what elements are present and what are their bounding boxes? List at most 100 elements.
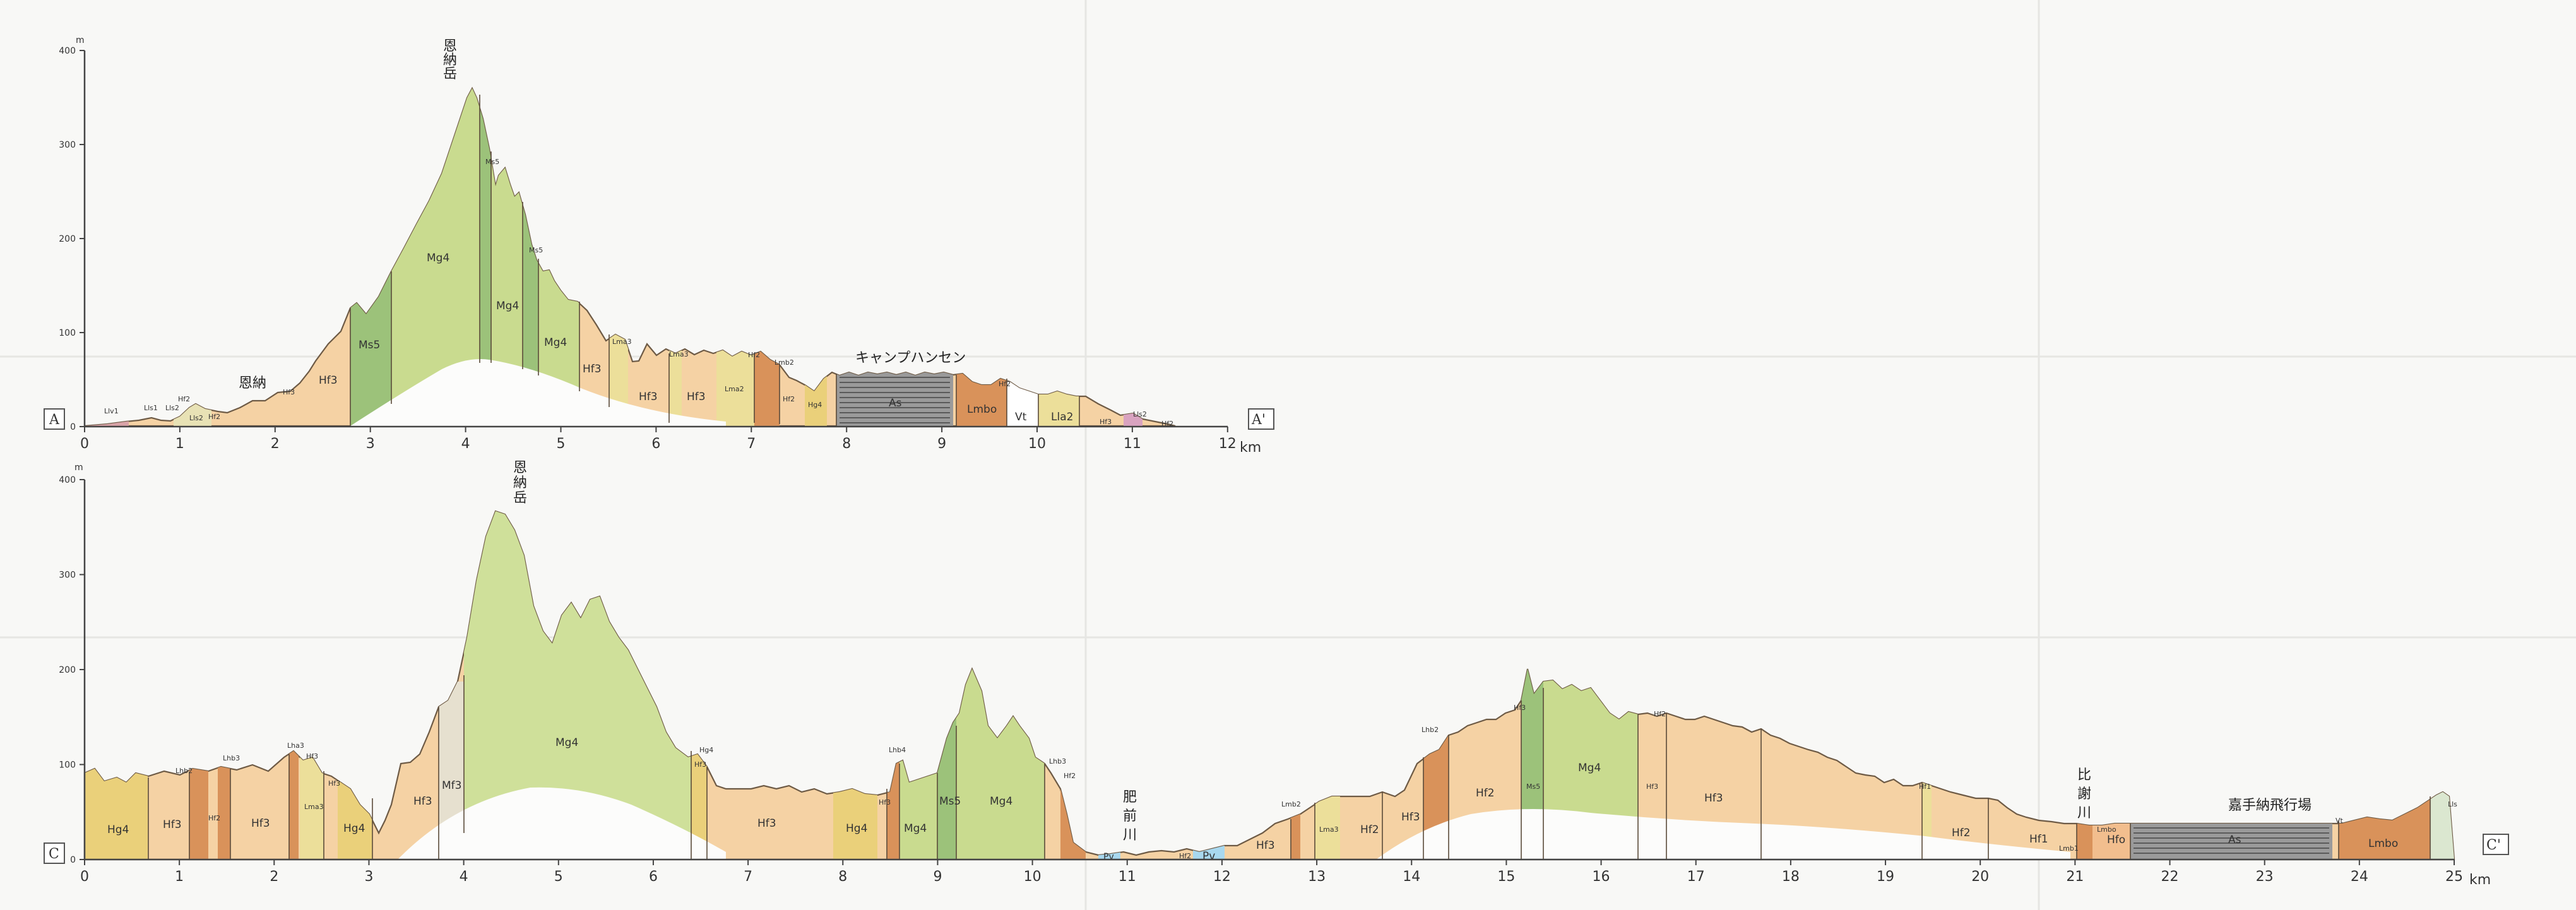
basement-dome: [1376, 808, 2070, 860]
unit-label: Mg4: [904, 822, 927, 835]
x-tick-label: 13: [1308, 869, 1326, 885]
y-tick-label: 200: [59, 234, 76, 244]
section-end-label: A': [1251, 412, 1266, 428]
unit-fill-hf2: [218, 726, 230, 860]
y-tick-label: 300: [59, 570, 76, 581]
y-tick-label: 200: [59, 665, 76, 675]
unit-label: Lma3: [304, 803, 324, 811]
section-end-marker: [2483, 834, 2509, 855]
unit-label: Hf3: [639, 391, 658, 403]
unit-label: Vt: [2336, 817, 2344, 825]
x-tick-label: 7: [744, 869, 752, 885]
unit-label: Hf2: [208, 814, 220, 822]
x-tick-label: 10: [1024, 869, 1042, 885]
svg-text:納: 納: [443, 52, 457, 68]
as-hatch: [840, 377, 950, 423]
x-tick-label: 22: [2161, 869, 2179, 885]
svg-text:岳: 岳: [513, 490, 527, 506]
unit-fill-lha: [289, 726, 299, 860]
section-end-marker: [1248, 408, 1274, 430]
x-tick-label: 9: [933, 869, 942, 885]
unit-label: Hf3: [879, 798, 891, 807]
x-tick-label: 4: [460, 869, 468, 885]
x-tick-label: 18: [1782, 869, 1800, 885]
unit-label: Hf3: [1100, 418, 1112, 426]
unit-label: Lha3: [287, 742, 304, 750]
section-start-label: C: [49, 846, 59, 862]
unit-label: Hf3: [306, 752, 318, 760]
section-start-marker: [44, 408, 65, 430]
y-tick-label: 0: [70, 422, 76, 432]
unit-label: Lmb1: [2059, 844, 2079, 853]
unit-label: Hf2: [1064, 772, 1076, 780]
section-start-label: A: [49, 412, 60, 428]
y-tick-label: 100: [59, 328, 76, 338]
unit-label: Llv1: [104, 407, 119, 415]
unit-label: Lmbo: [2368, 837, 2398, 850]
unit-fill-ms5: [937, 663, 956, 860]
x-tick-label: 5: [554, 869, 563, 885]
unit-fill-hg4: [833, 726, 877, 860]
unit-label: Lma3: [1319, 825, 1339, 834]
unit-label: Hf2: [178, 395, 190, 403]
unit-fill-ms5: [480, 88, 491, 426]
km-unit-label: km: [1240, 440, 1261, 456]
x-tick-label: 20: [1971, 869, 1989, 885]
unit-label: Hf2: [783, 395, 795, 403]
place-label-onnadake: 恩 納 岳: [443, 38, 457, 82]
unit-boundaries: [350, 95, 1080, 426]
y-tick-label: 100: [59, 760, 76, 771]
unit-label: Lla2: [1051, 411, 1073, 423]
section-c-profile: [83, 510, 2455, 861]
unit-label: Hf1: [1919, 783, 1931, 791]
x-tick-label: 0: [80, 436, 89, 452]
unit-label: Hf3: [1401, 811, 1420, 824]
unit-label: Pv: [1103, 852, 1114, 862]
place-label-camp-hansen: キャンプハンセン: [855, 350, 966, 366]
x-tick-label: 24: [2351, 869, 2368, 885]
x-tick-label: 6: [649, 869, 658, 885]
unit-fill-lma: [669, 316, 682, 426]
unit-label: Hf2: [1476, 787, 1495, 800]
svg-text:恩: 恩: [513, 460, 527, 476]
x-tick-label: 15: [1497, 869, 1515, 885]
unit-label: Hf2: [1654, 710, 1666, 718]
y-tick-label: 400: [59, 475, 76, 485]
x-tick-label: 21: [2066, 869, 2084, 885]
unit-label: Lmbo: [2097, 825, 2116, 834]
svg-text:岳: 岳: [443, 66, 457, 82]
unit-label: Ms5: [939, 795, 961, 808]
unit-label: Lma2: [725, 385, 744, 393]
unit-label: Mg4: [555, 736, 578, 749]
place-label-onna: 恩納: [239, 375, 266, 391]
unit-label: Hf3: [687, 391, 706, 403]
unit-label: Hf3: [1514, 704, 1526, 712]
y-unit-label: m: [74, 463, 83, 473]
unit-label: Lmb2: [1281, 800, 1301, 808]
unit-label: Hg4: [699, 746, 713, 754]
unit-label: Hf2: [1179, 852, 1191, 860]
x-tick-label: 8: [842, 436, 851, 452]
unit-fill-hf2: [1060, 726, 1086, 860]
unit-label: Hf3: [583, 363, 602, 375]
unit-label: Mg4: [544, 336, 567, 349]
unit-label: Lma3: [612, 338, 632, 346]
x-tick-label: 17: [1687, 869, 1705, 885]
x-tick-label: 11: [1124, 436, 1141, 452]
x-tick-label: 7: [747, 436, 756, 452]
x-tick-label: 3: [364, 869, 373, 885]
unit-fill-hf2: [754, 316, 780, 426]
unit-label: Hfo: [2107, 834, 2125, 846]
unit-label: Mg4: [496, 300, 519, 312]
unit-label: Mg4: [990, 795, 1012, 808]
place-label-kadena-airfield: 嘉手納飛行場: [2228, 798, 2312, 813]
y-tick-label: 0: [70, 855, 76, 865]
x-tick-label: 5: [557, 436, 566, 452]
unit-label: Hg4: [808, 401, 822, 409]
unit-label: Hf3: [757, 817, 776, 830]
x-tick-label: 11: [1119, 869, 1136, 885]
place-label-hizen-river: 肥前川: [1123, 789, 1137, 843]
unit-label: Hf2: [748, 351, 760, 359]
x-tick-label: 12: [1213, 869, 1231, 885]
